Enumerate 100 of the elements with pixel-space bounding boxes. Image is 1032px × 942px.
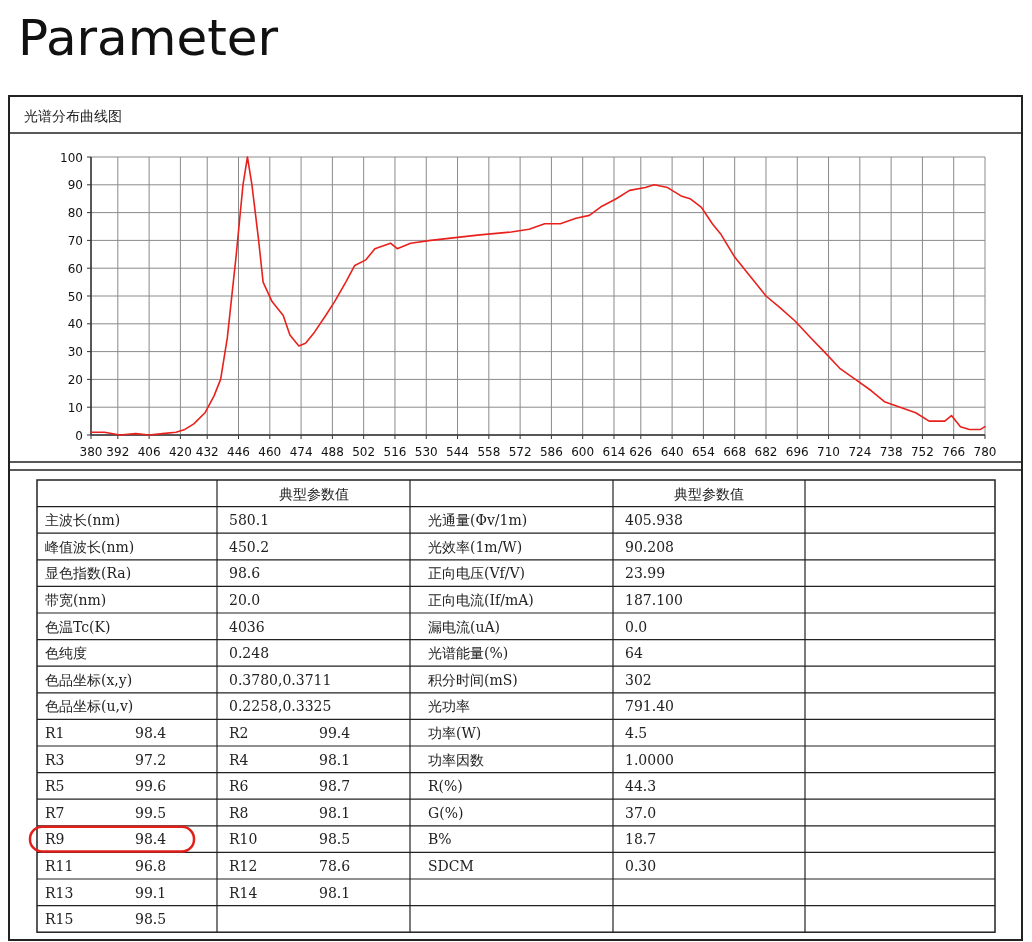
x-tick-label: 640 xyxy=(660,445,684,459)
text: 正向电压(Vf/V) xyxy=(428,565,526,582)
text: 302 xyxy=(625,671,652,688)
x-tick-label: 380 xyxy=(79,445,103,459)
x-tick-label: 544 xyxy=(446,445,469,459)
text: 功率因数 xyxy=(428,751,484,768)
text: 功率(W) xyxy=(428,724,482,741)
y-tick-label: 30 xyxy=(67,345,83,360)
text: R(%) xyxy=(428,778,463,795)
text: 20.0 xyxy=(229,591,261,608)
text: 187.100 xyxy=(625,591,683,608)
text: 色品坐标(u,v) xyxy=(45,698,134,715)
text: 0.0 xyxy=(625,618,648,635)
text: 64 xyxy=(625,645,643,662)
text: 791.40 xyxy=(625,698,674,715)
text: 4.5 xyxy=(625,724,648,741)
text: R8 xyxy=(229,804,249,821)
y-tick-label: 40 xyxy=(67,317,83,332)
text: 0.30 xyxy=(625,857,657,874)
text: 0.248 xyxy=(229,645,270,662)
chart-subtitle: 光谱分布曲线图 xyxy=(24,108,122,124)
text: 98.1 xyxy=(319,884,351,901)
text: 光谱能量(%) xyxy=(428,645,509,662)
text: 光功率 xyxy=(428,698,470,715)
text: 98.1 xyxy=(319,751,351,768)
text: 显色指数(Ra) xyxy=(45,565,132,582)
text: R14 xyxy=(229,884,258,901)
text: 405.938 xyxy=(625,512,683,529)
text: R12 xyxy=(229,857,258,874)
text: 典型参数值 xyxy=(674,485,744,502)
text: 典型参数值 xyxy=(278,485,349,502)
text: 正向电流(If/mA) xyxy=(428,591,534,608)
text: R2 xyxy=(229,724,249,741)
text: 98.4 xyxy=(135,831,167,848)
x-tick-label: 516 xyxy=(383,445,407,459)
text: R5 xyxy=(45,778,65,795)
x-tick-label: 614 xyxy=(602,445,626,459)
text: R7 xyxy=(45,804,65,821)
text: R13 xyxy=(45,884,74,901)
x-tick-label: 488 xyxy=(320,445,344,459)
text: 0.2258,0.3325 xyxy=(229,698,332,715)
text: 78.6 xyxy=(319,857,351,874)
text: R9 xyxy=(45,831,65,848)
text: R11 xyxy=(45,857,74,874)
text: 光效率(1m/W) xyxy=(428,538,523,555)
line-series xyxy=(90,156,986,436)
text: G(%) xyxy=(428,804,464,821)
x-tick-label: 724 xyxy=(848,445,872,459)
text: R10 xyxy=(229,831,258,848)
text: 色品坐标(x,y) xyxy=(45,671,133,688)
text: R15 xyxy=(45,911,74,928)
x-tick-label: 474 xyxy=(289,445,313,459)
x-tick-label: 586 xyxy=(539,445,563,459)
x-tick-label: 572 xyxy=(508,445,532,459)
x-tick-label: 406 xyxy=(137,445,161,459)
text: 580.1 xyxy=(229,512,270,529)
x-tick-label: 710 xyxy=(817,445,840,459)
text: 18.7 xyxy=(625,831,657,848)
x-tick-label: 766 xyxy=(942,445,966,459)
text: 450.2 xyxy=(229,538,270,555)
text: 37.0 xyxy=(625,804,657,821)
text: 漏电流(uA) xyxy=(428,618,501,635)
text: 99.6 xyxy=(135,778,167,795)
x-tick-label: 752 xyxy=(910,445,934,459)
text: 峰值波长(nm) xyxy=(45,538,135,555)
text: 色温Tc(K) xyxy=(45,618,111,635)
x-tick-label: 420 xyxy=(168,445,192,459)
x-tick-label: 558 xyxy=(477,445,501,459)
text: R4 xyxy=(229,751,249,768)
text: 99.1 xyxy=(135,884,167,901)
text: 光通量(Φv/1m) xyxy=(428,512,528,529)
x-tick-label: 654 xyxy=(691,445,715,459)
text: 带宽(nm) xyxy=(45,591,107,608)
x-tick-label: 780 xyxy=(973,445,997,459)
x-tick-label: 392 xyxy=(106,445,130,459)
text: R1 xyxy=(45,724,65,741)
text: 96.8 xyxy=(135,857,167,874)
x-tick-label: 682 xyxy=(754,445,778,459)
x-tick-label: 502 xyxy=(352,445,376,459)
x-tick-label: 600 xyxy=(571,445,595,459)
text: R3 xyxy=(45,751,65,768)
x-tick-label: 530 xyxy=(414,445,438,459)
x-tick-label: 696 xyxy=(785,445,809,459)
y-tick-label: 60 xyxy=(67,261,83,276)
y-tick-label: 70 xyxy=(67,233,83,248)
x-tick-label: 446 xyxy=(227,445,250,459)
x-tick-label: 738 xyxy=(879,445,903,459)
y-tick-label: 50 xyxy=(67,289,83,304)
text: 44.3 xyxy=(625,778,657,795)
text: 98.5 xyxy=(135,911,167,928)
y-tick-label: 90 xyxy=(67,178,83,193)
text: 98.5 xyxy=(319,831,351,848)
text: 1.0000 xyxy=(625,751,674,768)
x-tick-label: 460 xyxy=(258,445,282,459)
y-tick-label: 20 xyxy=(67,372,83,387)
text: 23.99 xyxy=(625,565,666,582)
text: R6 xyxy=(229,778,249,795)
text: 积分时间(mS) xyxy=(428,671,518,688)
text: SDCM xyxy=(428,857,474,874)
x-tick-label: 668 xyxy=(723,445,747,459)
